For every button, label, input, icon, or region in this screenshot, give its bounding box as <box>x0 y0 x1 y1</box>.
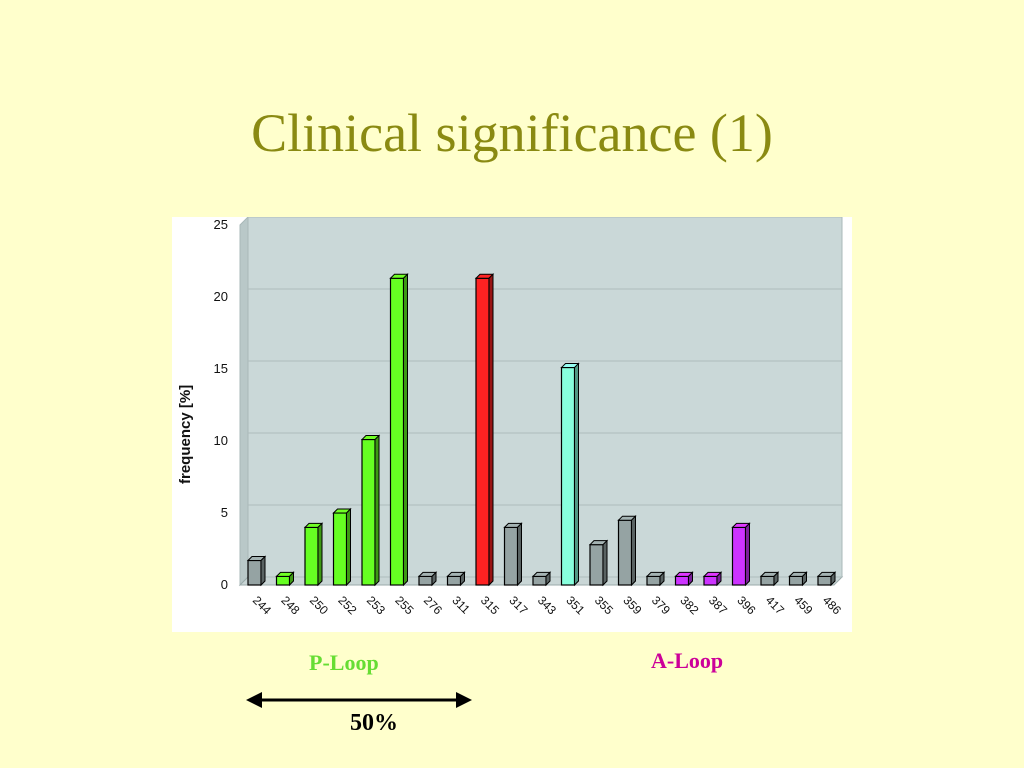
x-tick-label: 355 <box>592 593 616 617</box>
bar-382 <box>674 571 694 587</box>
x-tick-label: 250 <box>307 593 331 617</box>
x-tick-label: 351 <box>563 593 587 617</box>
a-loop-label: A-Loop <box>651 648 724 673</box>
bar-311 <box>446 571 466 587</box>
x-tick-label: 252 <box>335 593 359 617</box>
y-tick-label: 0 <box>221 577 228 592</box>
slide-title: Clinical significance (1) <box>251 103 773 163</box>
bar-387 <box>702 571 723 587</box>
span-label: 50% <box>350 710 398 736</box>
chart-panel: 0 5 10 15 20 25 244 248 250 252 253 255 276 311 315 31… <box>172 217 852 632</box>
bar-253 <box>360 434 381 587</box>
y-axis-title: frequency [%] <box>177 385 194 484</box>
x-tick-label: 253 <box>364 593 388 617</box>
x-tick-label: 382 <box>677 593 701 617</box>
y-tick-label: 20 <box>214 289 228 304</box>
y-tick-label: 25 <box>214 217 228 232</box>
bar-459 <box>788 571 808 587</box>
bar-276 <box>417 571 438 587</box>
plot-area <box>238 217 844 587</box>
bar-250 <box>303 522 324 587</box>
x-tick-label: 379 <box>649 593 673 617</box>
bar-359 <box>617 514 637 587</box>
x-tick-label: 317 <box>506 593 530 617</box>
x-tick-label: 276 <box>421 593 445 617</box>
bar-396 <box>731 522 751 587</box>
bar-244 <box>246 555 267 587</box>
x-tick-label: 417 <box>763 593 787 617</box>
x-tick-label: 387 <box>706 593 730 617</box>
x-tick-label: 396 <box>734 593 758 617</box>
double-arrow-icon <box>246 692 472 708</box>
x-tick-labels: 244 248 250 252 253 255 276 311 315 317 343 351 355 3… <box>250 593 844 617</box>
y-tick-label: 15 <box>214 361 228 376</box>
y-tick-labels: 0 5 10 15 20 25 <box>214 217 228 592</box>
y-tick-label: 5 <box>221 505 228 520</box>
bar-343 <box>531 571 552 587</box>
y-tick-label: 10 <box>214 433 228 448</box>
x-tick-label: 244 <box>250 593 274 617</box>
x-tick-label: 459 <box>791 593 815 617</box>
bar-255 <box>389 273 409 587</box>
x-tick-label: 315 <box>478 593 502 617</box>
bar-486 <box>816 571 837 587</box>
bar-417 <box>759 571 780 587</box>
bar-317 <box>503 522 523 587</box>
bar-355 <box>588 539 609 587</box>
bar-379 <box>645 571 666 587</box>
bar-chart: 0 5 10 15 20 25 244 248 250 252 253 255 276 311 315 31… <box>177 217 844 618</box>
x-tick-label: 311 <box>449 593 473 617</box>
bar-252 <box>332 507 352 587</box>
bars <box>246 273 837 587</box>
x-tick-label: 248 <box>278 593 302 617</box>
bar-248 <box>275 571 295 587</box>
x-tick-label: 486 <box>820 593 844 617</box>
bar-315 <box>474 273 495 587</box>
x-tick-label: 359 <box>620 593 644 617</box>
p-loop-label: P-Loop <box>309 650 379 675</box>
x-tick-label: 343 <box>535 593 559 617</box>
x-tick-label: 255 <box>392 593 416 617</box>
bar-351 <box>560 362 580 587</box>
